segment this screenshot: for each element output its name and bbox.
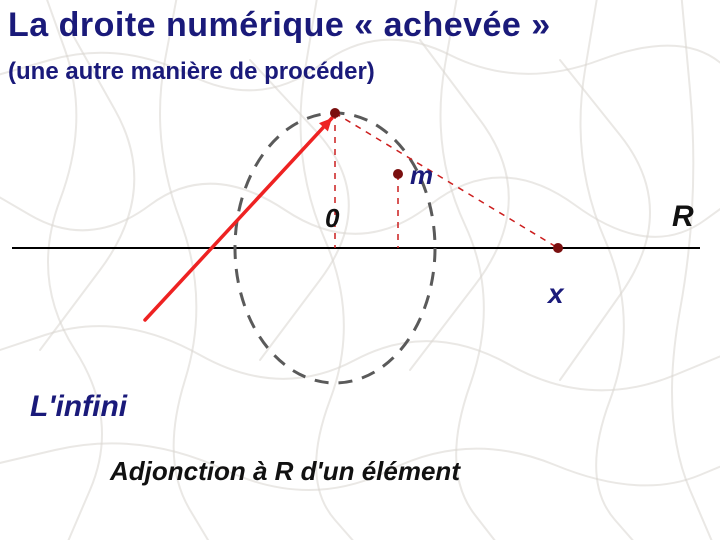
- label-m: m: [410, 160, 433, 191]
- heading-infini: L'infini: [30, 390, 127, 424]
- label-R: R: [672, 200, 694, 234]
- label-zero: 0: [325, 203, 339, 234]
- text-adjonction: Adjonction à R d'un élément: [110, 456, 460, 487]
- label-x: x: [548, 278, 564, 310]
